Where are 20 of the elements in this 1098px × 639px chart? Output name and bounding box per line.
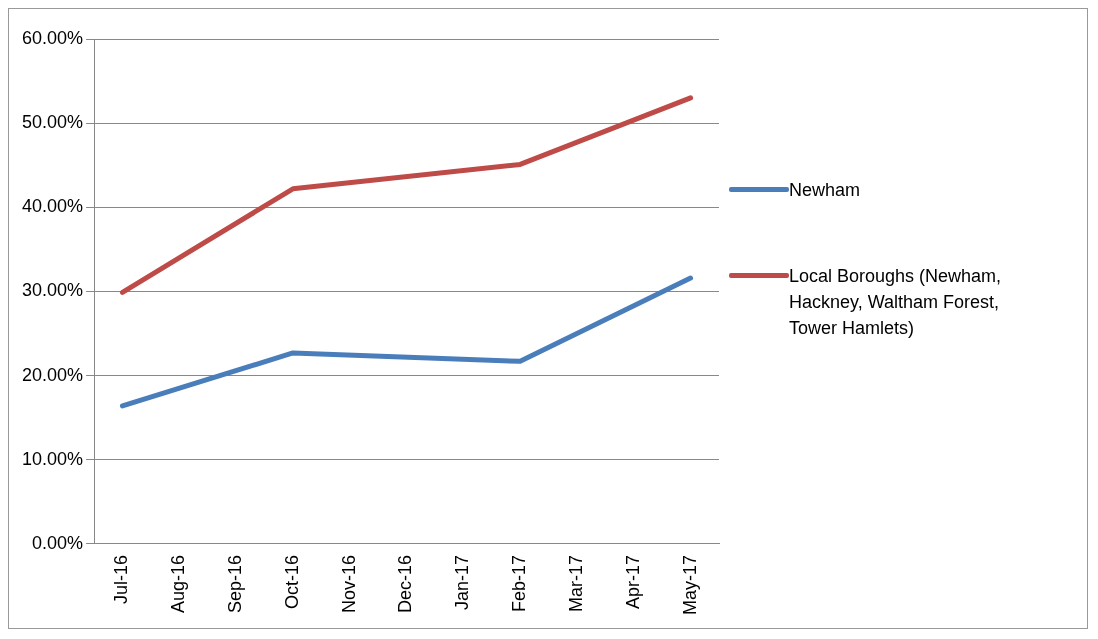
y-tick-label: 20.00% (21, 364, 84, 385)
y-tick-label: 60.00% (21, 27, 84, 48)
x-tick-label: Oct-16 (281, 554, 302, 610)
x-tick-label: Nov-16 (338, 554, 359, 614)
x-tick-label: Jul-16 (111, 554, 132, 605)
x-tick-label: Jan-17 (452, 554, 473, 611)
x-tick-label: Feb-17 (509, 554, 530, 613)
x-tick-label: Apr-17 (622, 554, 643, 610)
x-tick-label: Mar-17 (565, 554, 586, 612)
y-tick-label: 10.00% (21, 448, 84, 469)
legend-label: Local Boroughs (Newham, Hackney, Waltham Forest, Tower Hamlets) (789, 264, 1003, 340)
y-tick-label: 40.00% (21, 196, 84, 217)
x-tick-label: Aug-16 (168, 554, 189, 614)
legend-label: Newham (789, 178, 861, 202)
y-tick-label: 50.00% (21, 112, 84, 133)
x-tick-label: May-17 (679, 554, 700, 616)
y-tick-label: 0.00% (32, 532, 84, 553)
x-tick-label: Sep-16 (225, 554, 246, 614)
x-tick-label: Dec-16 (395, 554, 416, 614)
y-tick-label: 30.00% (21, 280, 84, 301)
